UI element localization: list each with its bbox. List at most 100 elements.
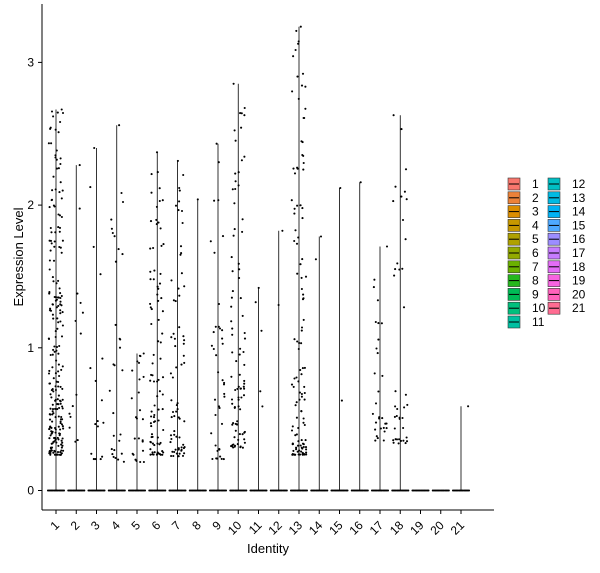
data-point — [56, 381, 58, 383]
zero-points-14 — [310, 489, 328, 491]
data-point — [69, 416, 71, 418]
data-point — [243, 156, 245, 158]
data-point — [56, 346, 58, 348]
data-point — [55, 129, 57, 131]
data-point — [172, 455, 174, 457]
data-point — [236, 388, 238, 390]
data-point — [240, 396, 242, 398]
data-point — [60, 247, 62, 249]
data-point — [238, 399, 240, 401]
data-point — [297, 445, 299, 447]
data-point — [114, 457, 116, 459]
data-point — [49, 206, 51, 208]
legend-label: 11 — [532, 315, 545, 329]
data-point — [157, 222, 159, 224]
data-point — [215, 326, 217, 328]
x-tick-label: 7 — [169, 518, 184, 533]
violin-group-4 — [108, 124, 126, 491]
data-point — [243, 383, 245, 385]
data-point — [232, 270, 234, 272]
x-ticks: 123456789101112131415161718192021 — [47, 510, 467, 538]
data-point — [48, 428, 50, 430]
data-point — [183, 343, 185, 345]
data-point — [53, 345, 55, 347]
data-point — [50, 354, 52, 356]
data-point — [175, 449, 177, 451]
data-point — [77, 439, 79, 441]
data-point — [239, 112, 241, 114]
data-point — [405, 442, 407, 444]
data-point — [381, 375, 383, 377]
data-point — [151, 436, 153, 438]
data-point — [59, 434, 61, 436]
data-point — [122, 201, 124, 203]
data-point — [303, 386, 305, 388]
legend-item-5: 5 — [508, 232, 539, 246]
data-point — [244, 338, 246, 340]
data-point — [177, 209, 179, 211]
violin-group-12 — [270, 230, 288, 492]
data-point — [241, 159, 243, 161]
data-point — [243, 386, 245, 388]
data-point — [57, 445, 59, 447]
data-point — [231, 256, 233, 258]
data-point — [174, 338, 176, 340]
data-point — [301, 396, 303, 398]
data-point — [143, 352, 145, 354]
data-point — [297, 380, 299, 382]
data-point — [291, 199, 293, 201]
data-point — [94, 423, 96, 425]
data-point — [304, 367, 306, 369]
data-point — [177, 455, 179, 457]
data-point — [403, 406, 405, 408]
data-point — [52, 404, 54, 406]
violin-group-17 — [371, 245, 389, 491]
data-point — [143, 376, 145, 378]
data-point — [60, 444, 62, 446]
data-point — [174, 345, 176, 347]
data-point — [243, 438, 245, 440]
data-point — [176, 404, 178, 406]
data-point — [384, 423, 386, 425]
data-point — [150, 220, 152, 222]
data-point — [56, 159, 58, 161]
data-point — [235, 360, 237, 362]
data-point — [294, 454, 296, 456]
data-point — [299, 392, 301, 394]
data-point — [235, 140, 237, 142]
data-point — [162, 376, 164, 378]
data-point — [156, 223, 158, 225]
data-point — [386, 245, 388, 247]
data-point — [213, 331, 215, 333]
data-point — [394, 390, 396, 392]
data-point — [162, 429, 164, 431]
data-point — [298, 98, 300, 100]
data-point — [144, 489, 146, 491]
data-point — [230, 445, 232, 447]
data-point — [113, 435, 115, 437]
legend-item-17: 17 — [548, 246, 586, 260]
data-point — [142, 439, 144, 441]
data-point — [93, 458, 95, 460]
data-point — [55, 282, 57, 284]
legend-item-16: 16 — [548, 232, 586, 246]
data-point — [177, 408, 179, 410]
data-point — [233, 235, 235, 237]
data-point — [160, 227, 162, 229]
data-point — [162, 199, 164, 201]
data-point — [158, 319, 160, 321]
data-point — [61, 252, 63, 254]
data-point — [394, 268, 396, 270]
data-point — [293, 213, 295, 215]
data-point — [239, 348, 241, 350]
zero-points-15 — [330, 489, 348, 491]
y-ticks: 0123 — [27, 55, 42, 497]
data-point — [113, 449, 115, 451]
data-point — [52, 314, 54, 316]
data-point — [118, 248, 120, 250]
data-point — [89, 186, 91, 188]
data-point — [243, 388, 245, 390]
data-point — [295, 404, 297, 406]
data-point — [402, 219, 404, 221]
data-point — [159, 390, 161, 392]
